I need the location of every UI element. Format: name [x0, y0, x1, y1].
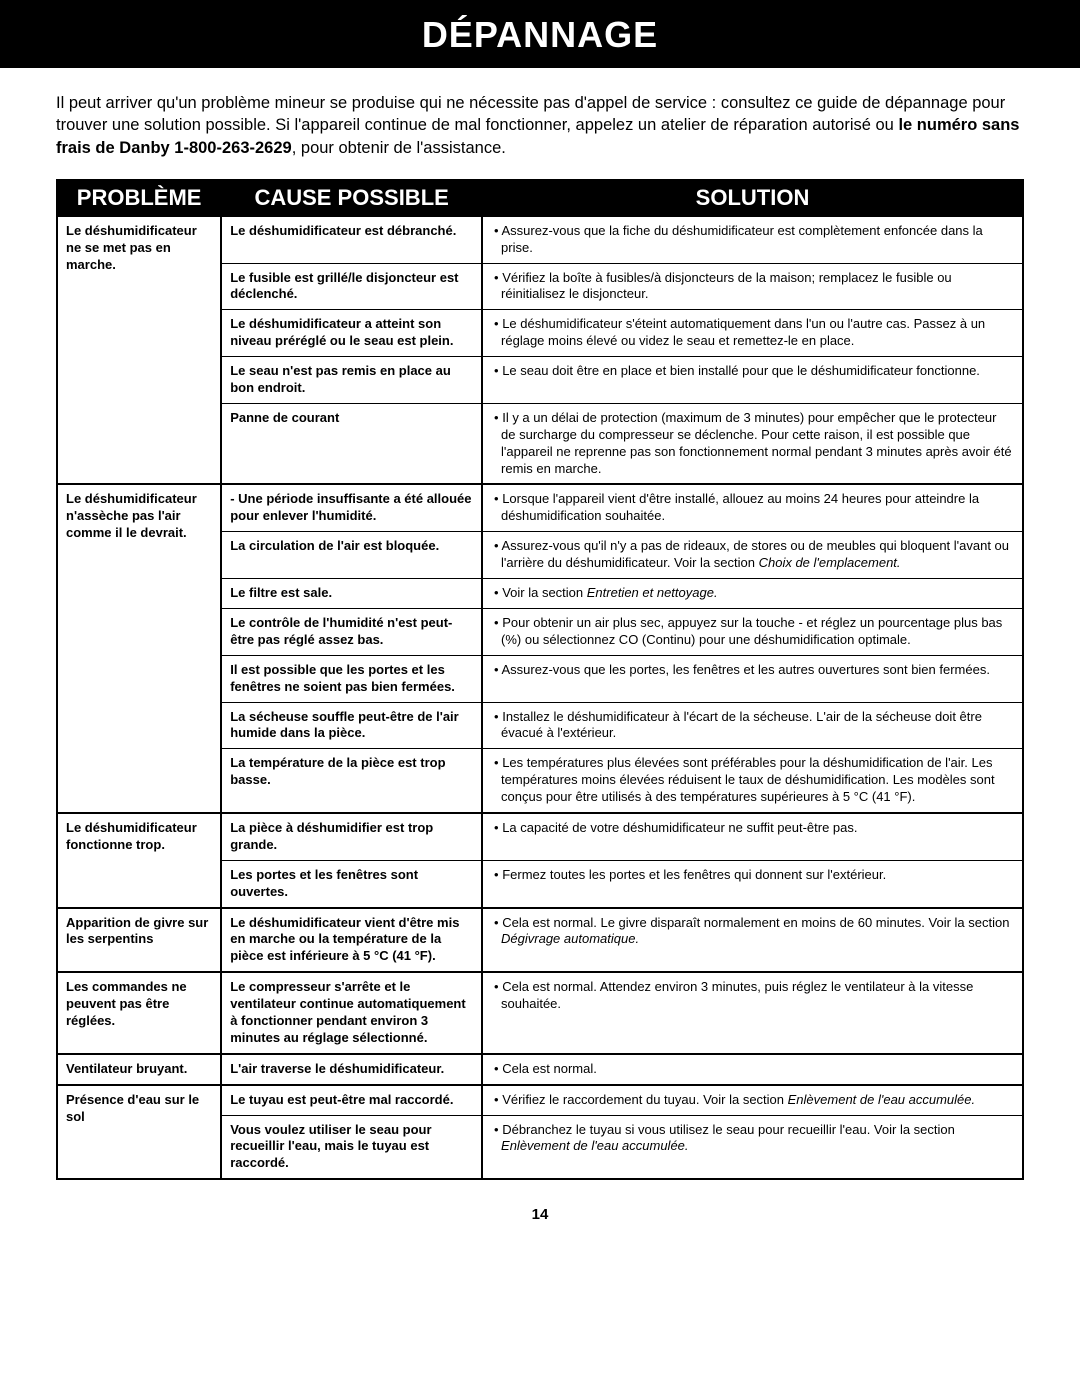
cause-cell: L'air traverse le déshumidificateur.	[221, 1054, 482, 1085]
intro-text-1: Il peut arriver qu'un problème mineur se…	[56, 94, 1005, 134]
solution-cell: Fermez toutes les portes et les fenêtres…	[482, 860, 1023, 907]
cause-cell: Le compresseur s'arrête et le ventilateu…	[221, 972, 482, 1054]
solution-bullet: Cela est normal.	[491, 1061, 1014, 1078]
table-row: Ventilateur bruyant.L'air traverse le dé…	[57, 1054, 1023, 1085]
cause-cell: La sécheuse souffle peut-être de l'air h…	[221, 702, 482, 749]
solution-bullet: Voir la section Entretien et nettoyage.	[491, 585, 1014, 602]
table-row: Le déshumidificateur ne se met pas en ma…	[57, 216, 1023, 263]
solution-cell: Cela est normal. Le givre disparaît norm…	[482, 908, 1023, 973]
cause-cell: Le seau n'est pas remis en place au bon …	[221, 357, 482, 404]
solution-bullet: Fermez toutes les portes et les fenêtres…	[491, 867, 1014, 884]
solution-reference: Enlèvement de l'eau accumulée.	[501, 1138, 688, 1153]
cause-cell: La circulation de l'air est bloquée.	[221, 532, 482, 579]
solution-cell: Vérifiez la boîte à fusibles/à disjoncte…	[482, 263, 1023, 310]
solution-cell: Voir la section Entretien et nettoyage.	[482, 579, 1023, 609]
solution-bullet: Il y a un délai de protection (maximum d…	[491, 410, 1014, 478]
solution-reference: Choix de l'emplacement.	[759, 555, 901, 570]
problem-cell: Le déshumidificateur fonctionne trop.	[57, 813, 221, 908]
page-title: DÉPANNAGE	[0, 0, 1080, 68]
solution-cell: Assurez-vous qu'il n'y a pas de rideaux,…	[482, 532, 1023, 579]
cause-cell: Il est possible que les portes et les fe…	[221, 655, 482, 702]
table-row: Le déshumidificateur fonctionne trop.La …	[57, 813, 1023, 860]
solution-cell: Vérifiez le raccordement du tuyau. Voir …	[482, 1085, 1023, 1115]
solution-bullet: Assurez-vous que les portes, les fenêtre…	[491, 662, 1014, 679]
solution-reference: Dégivrage automatique.	[501, 931, 639, 946]
problem-cell: Apparition de givre sur les serpentins	[57, 908, 221, 973]
solution-bullet: Installez le déshumidificateur à l'écart…	[491, 709, 1014, 743]
intro-paragraph: Il peut arriver qu'un problème mineur se…	[0, 68, 1080, 179]
solution-bullet: La capacité de votre déshumidificateur n…	[491, 820, 1014, 837]
cause-cell: Le fusible est grillé/le disjoncteur est…	[221, 263, 482, 310]
cause-cell: Le filtre est sale.	[221, 579, 482, 609]
problem-cell: Le déshumidificateur n'assèche pas l'air…	[57, 484, 221, 812]
cause-cell: Le tuyau est peut-être mal raccordé.	[221, 1085, 482, 1115]
solution-bullet: Débranchez le tuyau si vous utilisez le …	[491, 1122, 1014, 1156]
cause-cell: Le contrôle de l'humidité n'est peut-êtr…	[221, 608, 482, 655]
solution-bullet: Les températures plus élevées sont préfé…	[491, 755, 1014, 806]
col-header-solution: SOLUTION	[482, 180, 1023, 216]
solution-bullet: Vérifiez la boîte à fusibles/à disjoncte…	[491, 270, 1014, 304]
col-header-problem: PROBLÈME	[57, 180, 221, 216]
solution-reference: Entretien et nettoyage.	[587, 585, 718, 600]
solution-cell: Cela est normal.	[482, 1054, 1023, 1085]
solution-bullet: Cela est normal. Attendez environ 3 minu…	[491, 979, 1014, 1013]
problem-cell: Ventilateur bruyant.	[57, 1054, 221, 1085]
problem-cell: Présence d'eau sur le sol	[57, 1085, 221, 1180]
table-row: Le déshumidificateur n'assèche pas l'air…	[57, 484, 1023, 531]
solution-cell: Les températures plus élevées sont préfé…	[482, 749, 1023, 813]
cause-cell: Le déshumidificateur vient d'être mis en…	[221, 908, 482, 973]
cause-cell: Panne de courant	[221, 403, 482, 484]
solution-cell: Le déshumidificateur s'éteint automatiqu…	[482, 310, 1023, 357]
solution-cell: Il y a un délai de protection (maximum d…	[482, 403, 1023, 484]
solution-cell: Cela est normal. Attendez environ 3 minu…	[482, 972, 1023, 1054]
solution-reference: Enlèvement de l'eau accumulée.	[788, 1092, 975, 1107]
solution-cell: Lorsque l'appareil vient d'être installé…	[482, 484, 1023, 531]
problem-cell: Le déshumidificateur ne se met pas en ma…	[57, 216, 221, 485]
cause-cell: La pièce à déshumidifier est trop grande…	[221, 813, 482, 860]
cause-cell: Le déshumidificateur a atteint son nivea…	[221, 310, 482, 357]
table-row: Les commandes ne peuvent pas être réglée…	[57, 972, 1023, 1054]
solution-cell: Pour obtenir un air plus sec, appuyez su…	[482, 608, 1023, 655]
solution-bullet: Assurez-vous qu'il n'y a pas de rideaux,…	[491, 538, 1014, 572]
cause-cell: Les portes et les fenêtres sont ouvertes…	[221, 860, 482, 907]
cause-cell: Vous voulez utiliser le seau pour recuei…	[221, 1115, 482, 1179]
problem-cell: Les commandes ne peuvent pas être réglée…	[57, 972, 221, 1054]
solution-cell: La capacité de votre déshumidificateur n…	[482, 813, 1023, 860]
cause-cell: - Une période insuffisante a été allouée…	[221, 484, 482, 531]
troubleshooting-table: PROBLÈME CAUSE POSSIBLE SOLUTION Le désh…	[56, 179, 1024, 1180]
intro-text-2: , pour obtenir de l'assistance.	[292, 139, 506, 157]
solution-bullet: Le seau doit être en place et bien insta…	[491, 363, 1014, 380]
col-header-cause: CAUSE POSSIBLE	[221, 180, 482, 216]
solution-cell: Installez le déshumidificateur à l'écart…	[482, 702, 1023, 749]
solution-bullet: Pour obtenir un air plus sec, appuyez su…	[491, 615, 1014, 649]
cause-cell: Le déshumidificateur est débranché.	[221, 216, 482, 263]
solution-cell: Assurez-vous que la fiche du déshumidifi…	[482, 216, 1023, 263]
solution-cell: Le seau doit être en place et bien insta…	[482, 357, 1023, 404]
page-number: 14	[0, 1180, 1080, 1223]
solution-cell: Assurez-vous que les portes, les fenêtre…	[482, 655, 1023, 702]
solution-bullet: Lorsque l'appareil vient d'être installé…	[491, 491, 1014, 525]
table-row: Apparition de givre sur les serpentinsLe…	[57, 908, 1023, 973]
cause-cell: La température de la pièce est trop bass…	[221, 749, 482, 813]
solution-bullet: Vérifiez le raccordement du tuyau. Voir …	[491, 1092, 1014, 1109]
solution-bullet: Assurez-vous que la fiche du déshumidifi…	[491, 223, 1014, 257]
solution-bullet: Cela est normal. Le givre disparaît norm…	[491, 915, 1014, 949]
table-row: Présence d'eau sur le solLe tuyau est pe…	[57, 1085, 1023, 1115]
solution-cell: Débranchez le tuyau si vous utilisez le …	[482, 1115, 1023, 1179]
solution-bullet: Le déshumidificateur s'éteint automatiqu…	[491, 316, 1014, 350]
